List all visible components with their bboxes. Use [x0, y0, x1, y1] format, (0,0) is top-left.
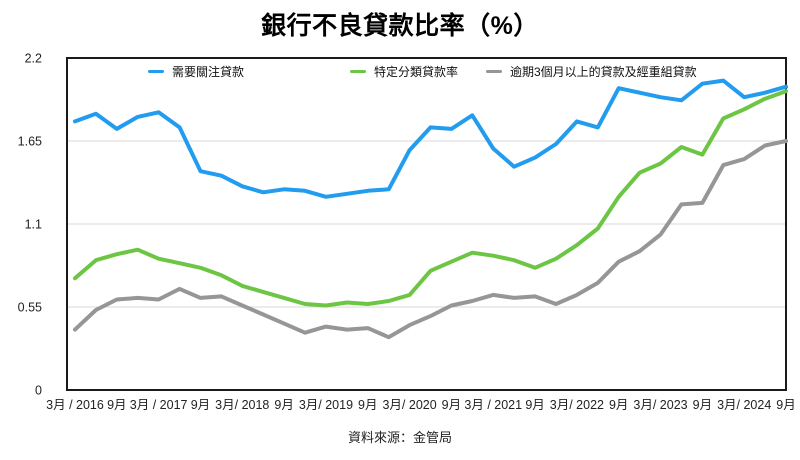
legend: 需要關注貸款 特定分類貸款率 逾期3個月以上的貸款及經重組貸款	[0, 63, 800, 81]
x-tick-label: 3月 / 2017	[130, 398, 188, 412]
x-tick-label: 9月	[609, 398, 628, 412]
legend-label-gray: 逾期3個月以上的貸款及經重組貸款	[510, 65, 697, 79]
x-tick-label: 3月/ 2023	[633, 398, 687, 412]
series-line-blue	[73, 78, 788, 199]
x-tick-label: 9月	[107, 398, 126, 412]
x-tick-label: 9月	[358, 398, 377, 412]
x-tick-label: 9月	[693, 398, 712, 412]
series-line-gray	[73, 139, 788, 340]
legend-marker-blue-icon	[148, 69, 164, 74]
x-tick-label: 3月 / 2016	[46, 398, 104, 412]
x-tick-label: 3月/ 2019	[299, 398, 353, 412]
x-tick-label: 9月	[776, 398, 795, 412]
y-tick-label: 1.65	[18, 135, 42, 149]
y-tick-label: 0	[35, 384, 42, 398]
chart-title: 銀行不良貸款比率（%）	[261, 12, 539, 40]
x-tick-label: 3月/ 2022	[550, 398, 604, 412]
legend-item-blue: 需要關注貸款	[148, 63, 244, 80]
legend-label-blue: 需要關注貸款	[172, 65, 245, 79]
x-tick-label: 3月/ 2024	[717, 398, 771, 412]
x-tick-label: 3月 / 2021	[464, 398, 522, 412]
legend-marker-gray-icon	[486, 69, 502, 74]
legend-label-green: 特定分類貸款率	[374, 65, 459, 79]
x-tick-label: 9月	[191, 398, 210, 412]
legend-item-green: 特定分類貸款率	[350, 63, 458, 80]
x-tick-label: 9月	[442, 398, 461, 412]
x-tick-label: 3月/ 2018	[215, 398, 269, 412]
x-tick-label: 9月	[525, 398, 544, 412]
x-tick-label: 9月	[274, 398, 293, 412]
x-tick-label: 3月/ 2020	[382, 398, 436, 412]
legend-marker-green-icon	[350, 69, 366, 74]
legend-item-gray: 逾期3個月以上的貸款及經重組貸款	[486, 63, 697, 80]
source-note: 資料來源：金管局	[347, 430, 452, 445]
plot-border	[66, 57, 787, 391]
y-tick-label: 1.1	[25, 218, 42, 232]
y-tick-label: 2.2	[25, 52, 42, 66]
y-tick-label: 0.55	[18, 301, 42, 315]
series-line-green	[73, 89, 788, 308]
